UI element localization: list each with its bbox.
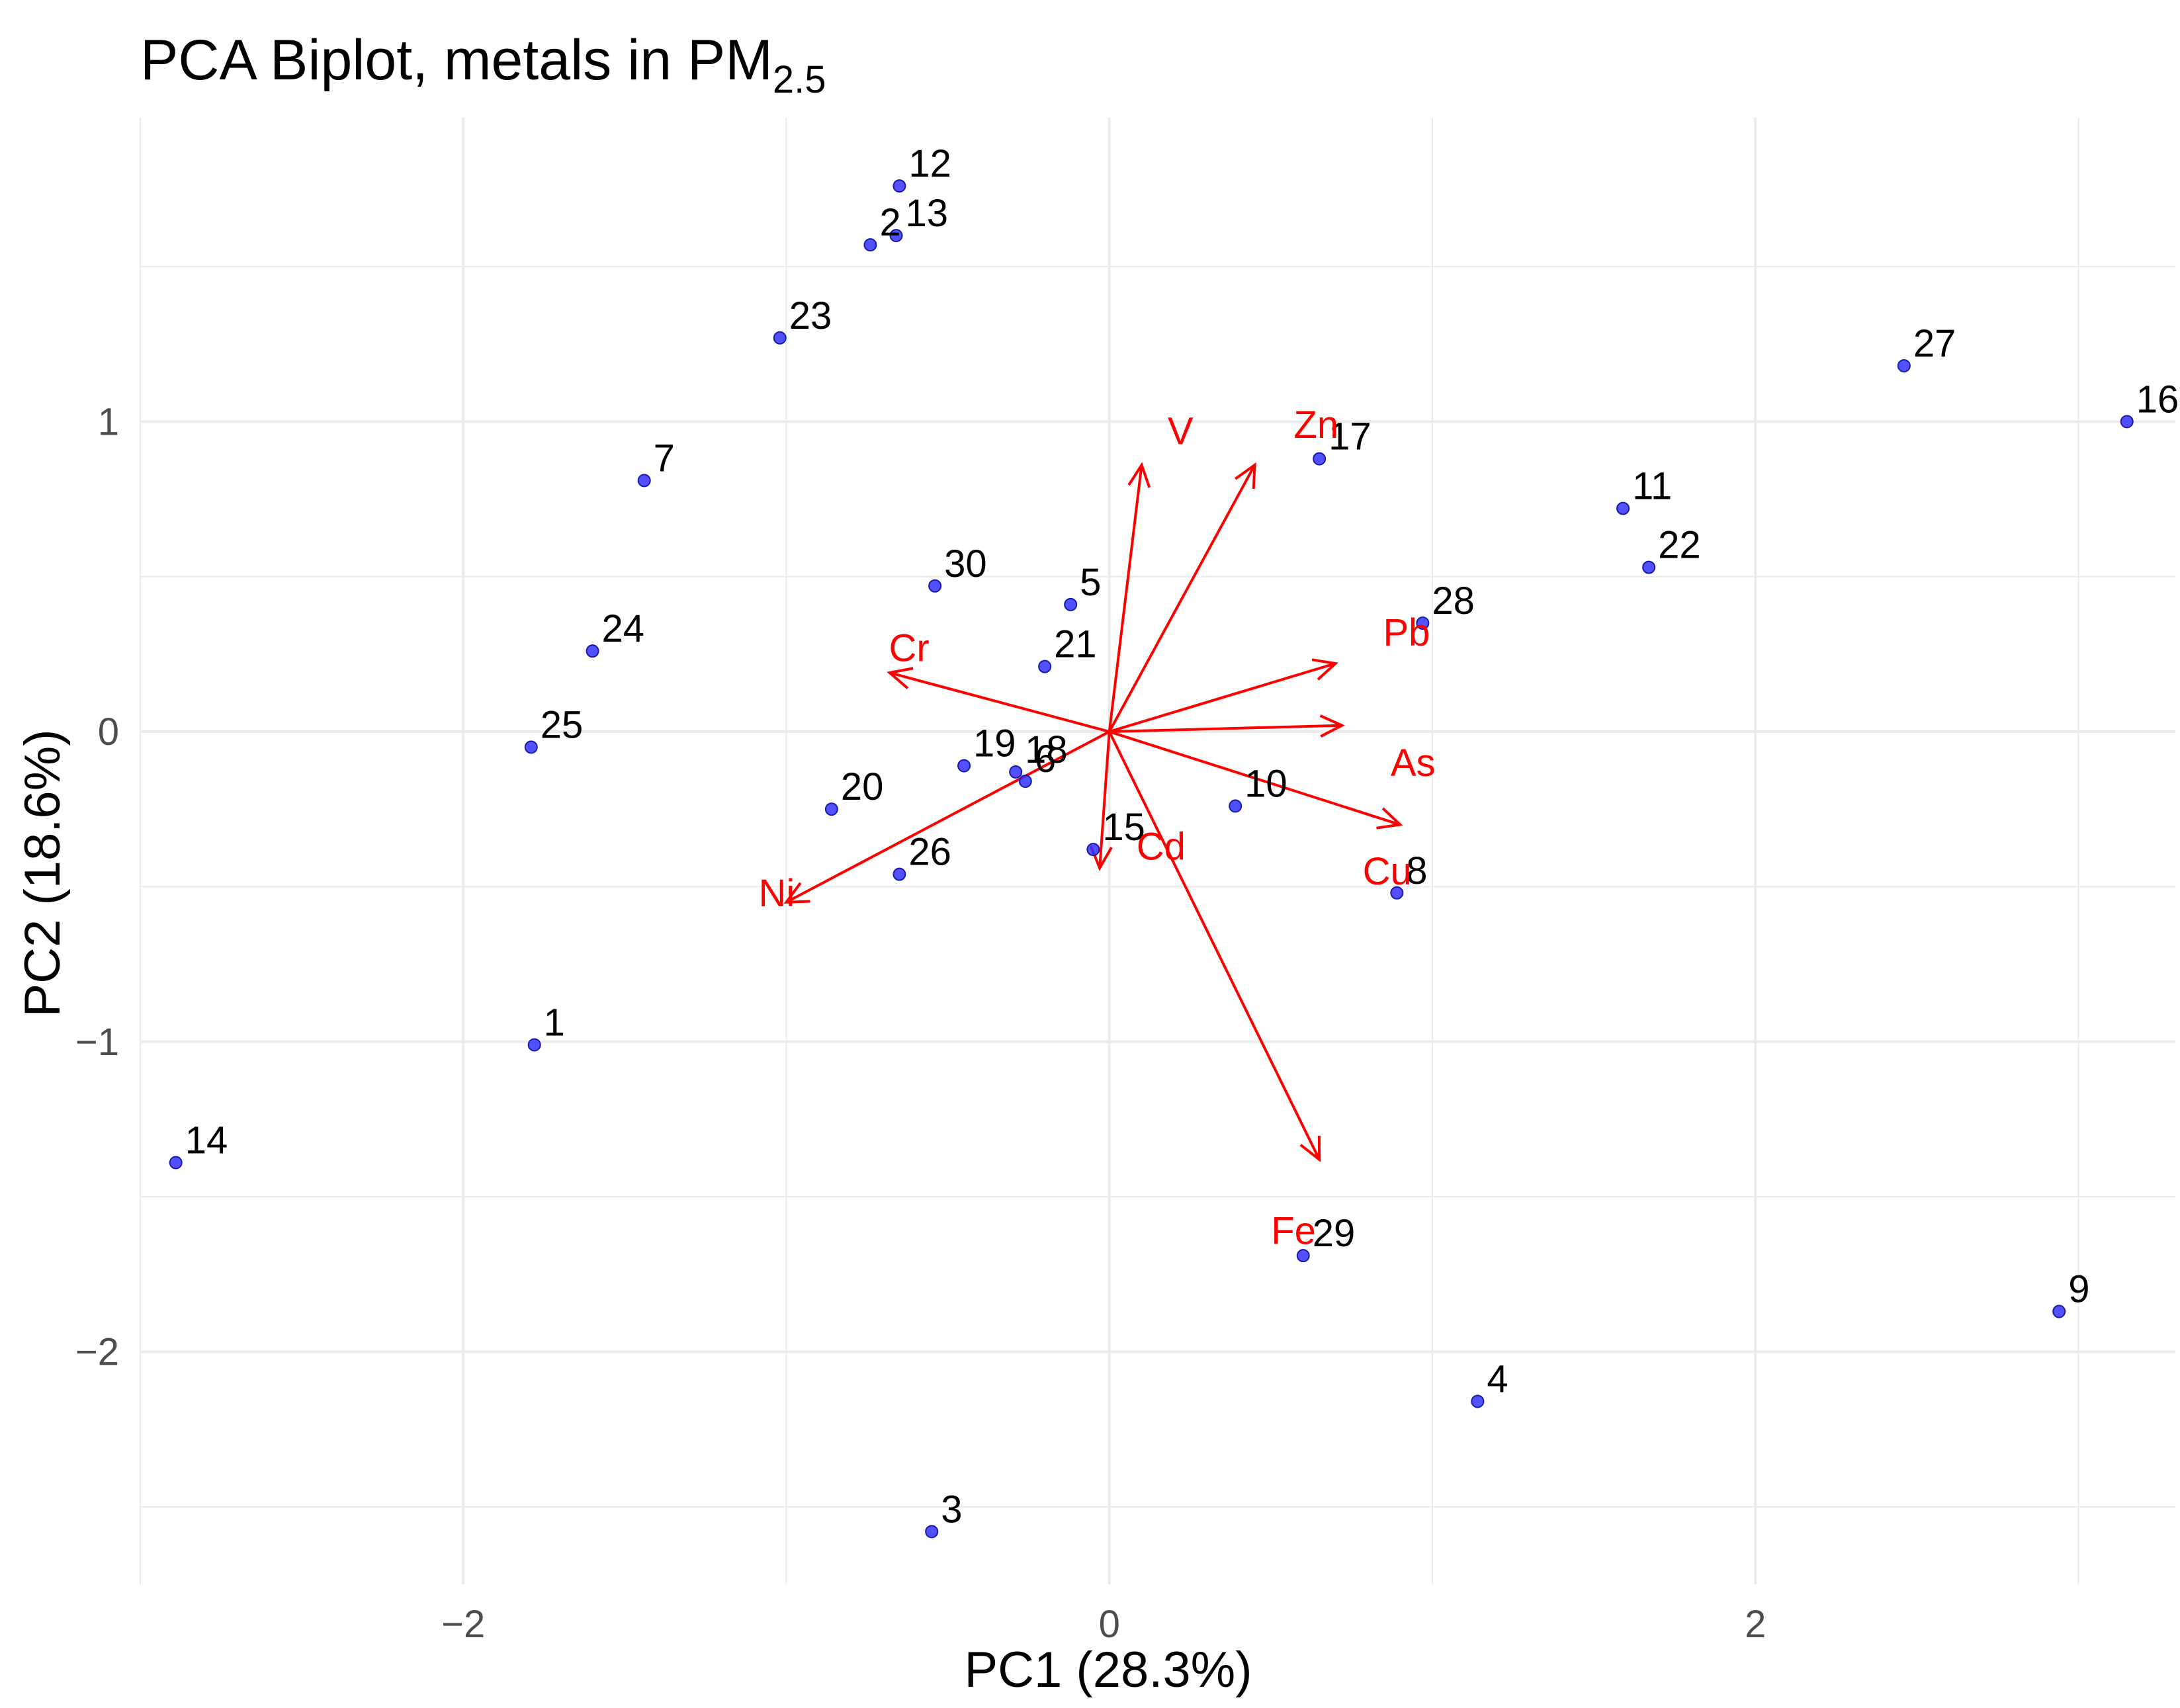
data-point-4: [1471, 1394, 1485, 1408]
data-point-25: [524, 740, 538, 754]
x-tick-label: −2: [441, 1603, 485, 1646]
data-point-29: [1296, 1249, 1310, 1263]
point-label-15: 15: [1102, 806, 1145, 849]
point-label-30: 30: [944, 542, 987, 585]
loading-arrow-cu: [1109, 730, 1403, 830]
loading-label-zn: Zn: [1293, 404, 1338, 447]
point-label-4: 4: [1487, 1357, 1508, 1400]
data-point-20: [824, 802, 838, 816]
data-point-30: [928, 579, 942, 593]
point-label-19: 19: [973, 722, 1016, 765]
point-label-9: 9: [2068, 1268, 2089, 1311]
loading-label-fe: Fe: [1271, 1210, 1316, 1253]
point-label-3: 3: [941, 1488, 962, 1531]
loading-label-ni: Ni: [758, 872, 795, 915]
loading-arrow-as: [1109, 714, 1345, 738]
data-point-11: [1616, 501, 1630, 515]
point-label-1: 1: [544, 1001, 565, 1044]
observation-points: [169, 179, 2134, 1539]
loading-arrow-fe: [1108, 731, 1321, 1162]
x-axis-title: PC1 (28.3%): [964, 1642, 1252, 1698]
point-label-17: 17: [1329, 415, 1372, 458]
data-point-5: [1064, 597, 1078, 611]
data-point-13: [889, 229, 903, 243]
y-axis-title: PC2 (18.6%): [15, 729, 71, 1017]
loading-arrow-cr: [887, 667, 1110, 733]
data-point-18: [1009, 765, 1023, 779]
loading-arrow-zn: [1108, 462, 1256, 733]
loading-arrow-ni: [783, 730, 1110, 904]
data-point-10: [1229, 799, 1243, 813]
point-label-26: 26: [908, 831, 951, 874]
data-point-1: [527, 1038, 541, 1052]
data-point-28: [1416, 616, 1430, 630]
data-point-26: [893, 867, 906, 881]
point-label-2: 2: [879, 201, 900, 244]
data-point-16: [2120, 415, 2134, 429]
loading-label-pb: Pb: [1383, 611, 1430, 654]
data-point-22: [1642, 560, 1656, 574]
data-point-12: [893, 179, 906, 193]
y-tick-label: −1: [75, 1021, 119, 1064]
point-label-7: 7: [654, 437, 675, 480]
y-tick-label: 1: [98, 400, 119, 443]
data-point-7: [637, 474, 651, 488]
chart-title-subscript: 2.5: [773, 58, 826, 101]
data-point-9: [2052, 1304, 2066, 1318]
data-point-23: [773, 331, 787, 345]
data-point-24: [586, 644, 599, 658]
point-label-8: 8: [1406, 849, 1427, 892]
data-point-2: [863, 238, 877, 252]
point-label-16: 16: [2136, 378, 2179, 421]
point-label-11: 11: [1632, 465, 1672, 508]
point-label-14: 14: [185, 1119, 228, 1162]
data-point-21: [1038, 660, 1052, 673]
loading-label-as: As: [1391, 742, 1436, 785]
y-tick-label: 0: [98, 710, 119, 753]
point-label-29: 29: [1313, 1212, 1356, 1255]
point-label-20: 20: [841, 765, 884, 808]
data-point-19: [957, 759, 971, 773]
point-label-5: 5: [1080, 561, 1101, 604]
point-label-28: 28: [1432, 579, 1475, 622]
loading-label-cr: Cr: [889, 626, 929, 669]
observation-labels: 1234567891011121314151617181920212223242…: [185, 142, 2179, 1531]
point-label-22: 22: [1658, 524, 1701, 567]
point-label-21: 21: [1054, 623, 1097, 666]
point-label-23: 23: [789, 294, 832, 337]
data-point-15: [1086, 843, 1100, 857]
loading-label-cu: Cu: [1363, 850, 1412, 893]
data-point-14: [169, 1156, 183, 1170]
data-point-6: [1018, 775, 1032, 789]
point-label-18: 18: [1025, 728, 1068, 771]
point-label-27: 27: [1913, 322, 1956, 365]
point-label-24: 24: [602, 607, 645, 650]
data-point-8: [1390, 886, 1404, 900]
loading-labels: V Zn Pb As Cu Fe Cd Ni Cr: [758, 404, 1435, 1253]
x-tick-label: 2: [1745, 1603, 1766, 1646]
loading-label-cd: Cd: [1137, 825, 1186, 868]
loading-label-v: V: [1168, 409, 1194, 452]
axis-ticks: −2 0 2 −2 −1 0 1: [75, 400, 1766, 1646]
chart-title: PCA Biplot, metals in PM2.5: [140, 28, 826, 101]
data-point-17: [1313, 452, 1327, 466]
loading-arrow-pb: [1109, 658, 1338, 733]
point-label-25: 25: [541, 703, 584, 746]
point-label-12: 12: [908, 142, 951, 185]
x-tick-label: 0: [1099, 1603, 1120, 1646]
point-label-6: 6: [1035, 738, 1056, 781]
loading-arrows: [783, 462, 1403, 1162]
y-tick-label: −2: [75, 1330, 119, 1373]
data-point-3: [925, 1525, 939, 1539]
loading-arrow-v: [1108, 462, 1151, 732]
point-label-13: 13: [906, 192, 949, 235]
data-point-27: [1897, 359, 1911, 372]
point-label-10: 10: [1244, 763, 1287, 806]
